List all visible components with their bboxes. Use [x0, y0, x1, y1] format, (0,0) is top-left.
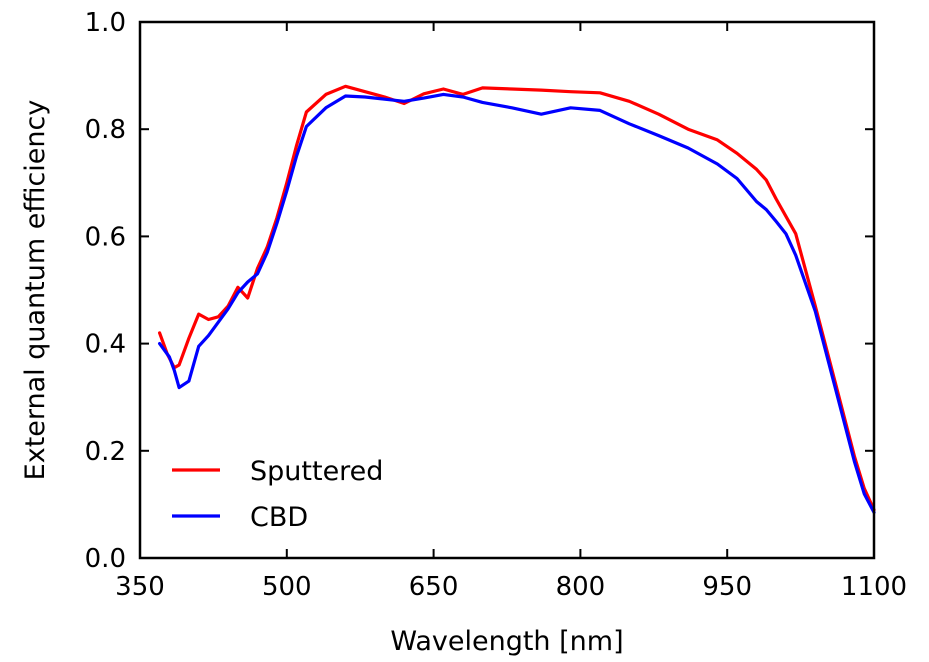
x-tick-label: 650 — [409, 572, 459, 602]
x-tick-label: 800 — [556, 572, 606, 602]
x-tick-label: 1100 — [841, 572, 907, 602]
axis-ticks-group — [139, 21, 875, 559]
y-tick-label: 0.2 — [85, 437, 126, 467]
y-tick-label: 1.0 — [85, 8, 126, 38]
x-tick-label: 950 — [702, 572, 752, 602]
plot-frame — [138, 20, 876, 560]
chart-legend: Sputtered CBD — [172, 456, 383, 533]
series-line-cbd — [158, 92, 876, 515]
series-line-sputtered — [158, 84, 876, 512]
plot-series-group — [158, 84, 876, 515]
legend-label-cbd: CBD — [250, 502, 308, 533]
legend-label-sputtered: Sputtered — [250, 456, 383, 487]
y-tick-label: 0.6 — [85, 222, 126, 252]
x-tick-label: 500 — [262, 572, 312, 602]
y-tick-label: 0.8 — [85, 115, 126, 145]
y-tick-label: 0.0 — [85, 544, 126, 574]
y-tick-label: 0.4 — [85, 330, 126, 360]
y-axis-title: External quantum efficiency — [20, 100, 51, 481]
x-axis-title: Wavelength [nm] — [390, 626, 623, 657]
axis-tick-labels-group: 350 500 650 800 950 1100 0.0 0.2 0.4 0.6 0.8 1.0 — [85, 8, 907, 602]
x-tick-label: 350 — [115, 572, 165, 602]
